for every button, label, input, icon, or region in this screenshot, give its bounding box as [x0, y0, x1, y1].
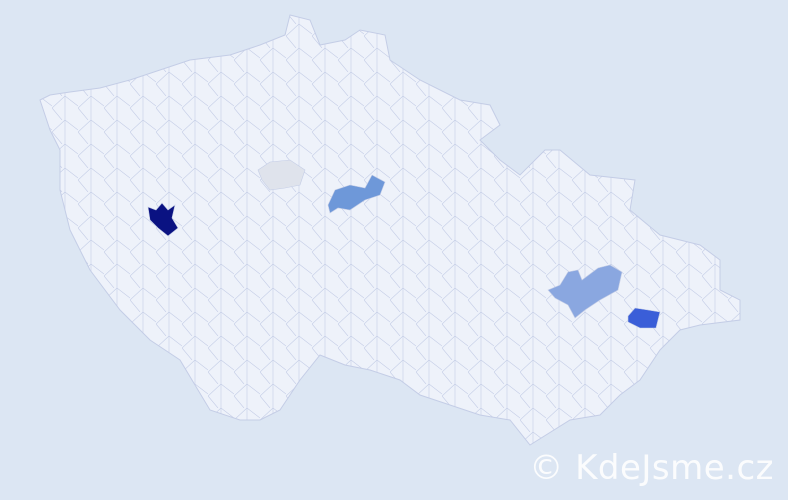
- highlighted-region-central-bohemia[interactable]: [257, 159, 306, 191]
- highlighted-region-east-moravia[interactable]: [627, 307, 661, 329]
- highlighted-region-east-bohemia[interactable]: [327, 174, 386, 214]
- watermark: © KdeJsme.cz: [529, 448, 774, 488]
- highlighted-region-west[interactable]: [147, 202, 179, 237]
- country-outline: [39, 14, 741, 446]
- highlighted-region-central-moravia[interactable]: [547, 264, 623, 319]
